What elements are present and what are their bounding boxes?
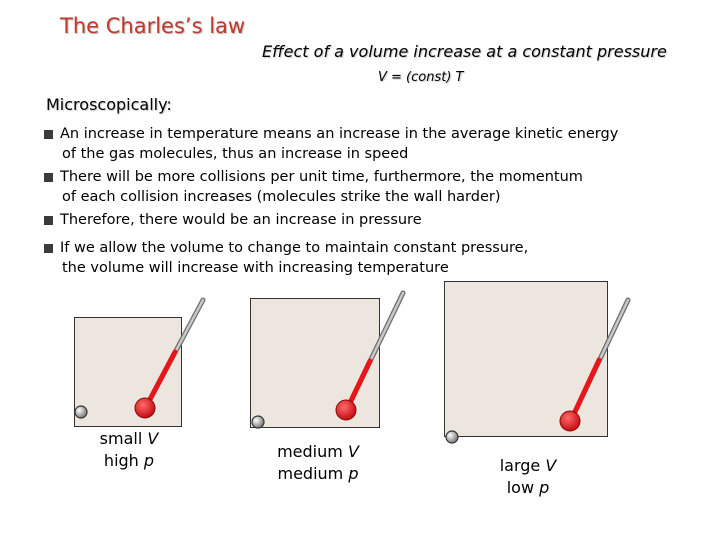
bullet-item: There will be more collisions per unit t… [44, 167, 684, 207]
bullet-item: If we allow the volume to change to main… [44, 238, 684, 278]
slide-title: The Charles’s law [60, 14, 246, 38]
gas-container-medium [250, 298, 380, 428]
bullet-text-continued: of each collision increases (molecules s… [62, 189, 501, 205]
bullet-text: Therefore, there would be an increase in… [60, 212, 422, 228]
bullet-item: Therefore, there would be an increase in… [44, 210, 684, 230]
pressure-symbol: p [348, 464, 359, 483]
volume-symbol: V [545, 456, 557, 475]
bullet-text-continued: of the gas molecules, thus an increase i… [62, 146, 409, 162]
gas-container-large [444, 281, 608, 437]
bullet-text: There will be more collisions per unit t… [60, 169, 583, 185]
bullet-list: An increase in temperature means an incr… [44, 124, 684, 278]
volume-word: medium [277, 442, 343, 461]
panel-label-medium: medium V medium p [256, 441, 380, 485]
volume-symbol: V [147, 429, 159, 448]
bullet-text: If we allow the volume to change to main… [60, 240, 529, 256]
thermometer-icon [251, 290, 406, 429]
thermometer-icon [445, 297, 631, 444]
volume-word: small [99, 429, 143, 448]
section-heading: Microscopically: [46, 95, 172, 114]
pressure-word: medium [277, 464, 344, 483]
bullet-text: An increase in temperature means an incr… [60, 126, 619, 142]
volume-symbol: V [347, 442, 359, 461]
bullet-square-icon [44, 216, 53, 225]
bullet-item: An increase in temperature means an incr… [44, 124, 684, 164]
pressure-symbol: p [539, 478, 550, 497]
slide-subtitle: Effect of a volume increase at a constan… [262, 42, 667, 61]
volume-word: large [499, 456, 541, 475]
panel-label-small: small V high p [76, 428, 182, 472]
pressure-symbol: p [143, 451, 155, 470]
panel-label-large: large V low p [470, 455, 586, 499]
pressure-word: low [506, 478, 535, 497]
pressure-word: high [103, 451, 139, 470]
thermometer-icon [74, 297, 206, 419]
bullet-text-continued: the volume will increase with increasing… [62, 260, 449, 276]
bullet-square-icon [44, 173, 53, 182]
charles-law-formula: V = (const) T [378, 70, 464, 85]
bullet-square-icon [44, 130, 53, 139]
bullet-square-icon [44, 244, 53, 253]
